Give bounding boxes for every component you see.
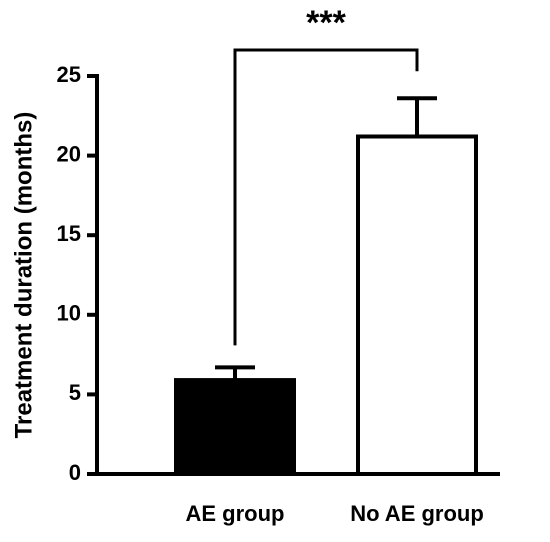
y-tick-label: 0 — [69, 460, 81, 485]
significance-bracket — [233, 48, 419, 346]
bar — [174, 378, 296, 476]
y-axis-label: Treatment duration (months) — [10, 112, 37, 439]
y-tick-label: 15 — [57, 221, 81, 246]
y-tick-label: 25 — [57, 62, 81, 87]
x-tick-label: No AE group — [350, 501, 484, 526]
significance-label: *** — [306, 4, 346, 42]
y-tick-label: 10 — [57, 301, 81, 326]
bar — [356, 134, 478, 476]
x-tick-label: AE group — [186, 501, 285, 526]
y-tick-label: 5 — [69, 380, 81, 405]
y-tick-label: 20 — [57, 141, 81, 166]
